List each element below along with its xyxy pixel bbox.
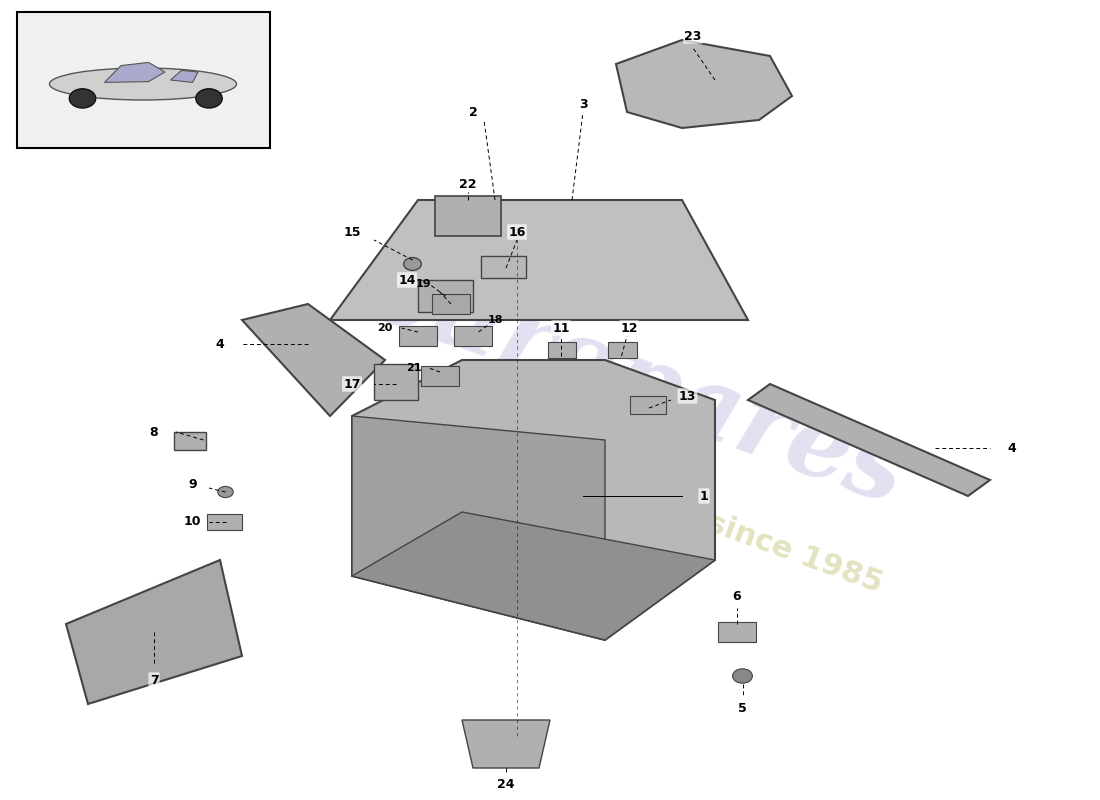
FancyBboxPatch shape (481, 256, 526, 278)
FancyBboxPatch shape (399, 326, 437, 346)
Text: 1: 1 (700, 490, 708, 502)
Text: 7: 7 (150, 674, 158, 686)
Text: 11: 11 (552, 322, 570, 334)
FancyBboxPatch shape (630, 396, 666, 414)
FancyBboxPatch shape (432, 294, 470, 314)
FancyBboxPatch shape (454, 326, 492, 346)
FancyBboxPatch shape (608, 342, 637, 358)
Text: 18: 18 (487, 315, 503, 325)
Text: 21: 21 (406, 363, 421, 373)
Text: 3: 3 (579, 98, 587, 110)
Text: 4: 4 (216, 338, 224, 350)
Polygon shape (352, 512, 715, 640)
Text: 10: 10 (184, 515, 201, 528)
Text: 16: 16 (508, 226, 526, 238)
Text: a passion for parts since 1985: a passion for parts since 1985 (389, 394, 887, 598)
Circle shape (733, 669, 752, 683)
Circle shape (404, 258, 421, 270)
Text: 14: 14 (398, 274, 416, 286)
Text: 17: 17 (343, 378, 361, 390)
Text: 19: 19 (416, 279, 431, 289)
Text: 24: 24 (497, 778, 515, 790)
Text: 23: 23 (684, 30, 702, 42)
Circle shape (69, 89, 96, 108)
Text: 4: 4 (1008, 442, 1016, 454)
Text: 22: 22 (459, 178, 476, 190)
Polygon shape (418, 280, 473, 312)
Polygon shape (104, 62, 165, 82)
Polygon shape (748, 384, 990, 496)
Polygon shape (352, 360, 715, 640)
Text: 2: 2 (469, 106, 477, 118)
Text: 20: 20 (377, 323, 393, 333)
Circle shape (196, 89, 222, 108)
Polygon shape (352, 416, 605, 640)
Text: europares: europares (358, 242, 918, 526)
Text: 15: 15 (343, 226, 361, 238)
FancyBboxPatch shape (421, 366, 459, 386)
Text: 13: 13 (679, 390, 696, 402)
FancyBboxPatch shape (548, 342, 576, 358)
FancyBboxPatch shape (207, 514, 242, 530)
Text: 6: 6 (733, 590, 741, 602)
Text: 5: 5 (738, 702, 747, 714)
Polygon shape (462, 720, 550, 768)
FancyBboxPatch shape (174, 432, 206, 450)
Polygon shape (616, 40, 792, 128)
Polygon shape (374, 364, 418, 400)
FancyBboxPatch shape (434, 196, 500, 236)
Polygon shape (66, 560, 242, 704)
FancyBboxPatch shape (718, 622, 756, 642)
Text: 8: 8 (150, 426, 158, 438)
Polygon shape (242, 304, 385, 416)
Text: 9: 9 (188, 478, 197, 490)
Ellipse shape (50, 68, 236, 100)
Circle shape (218, 486, 233, 498)
FancyBboxPatch shape (16, 12, 270, 148)
Polygon shape (330, 200, 748, 320)
Text: 12: 12 (620, 322, 638, 334)
Polygon shape (170, 70, 198, 82)
